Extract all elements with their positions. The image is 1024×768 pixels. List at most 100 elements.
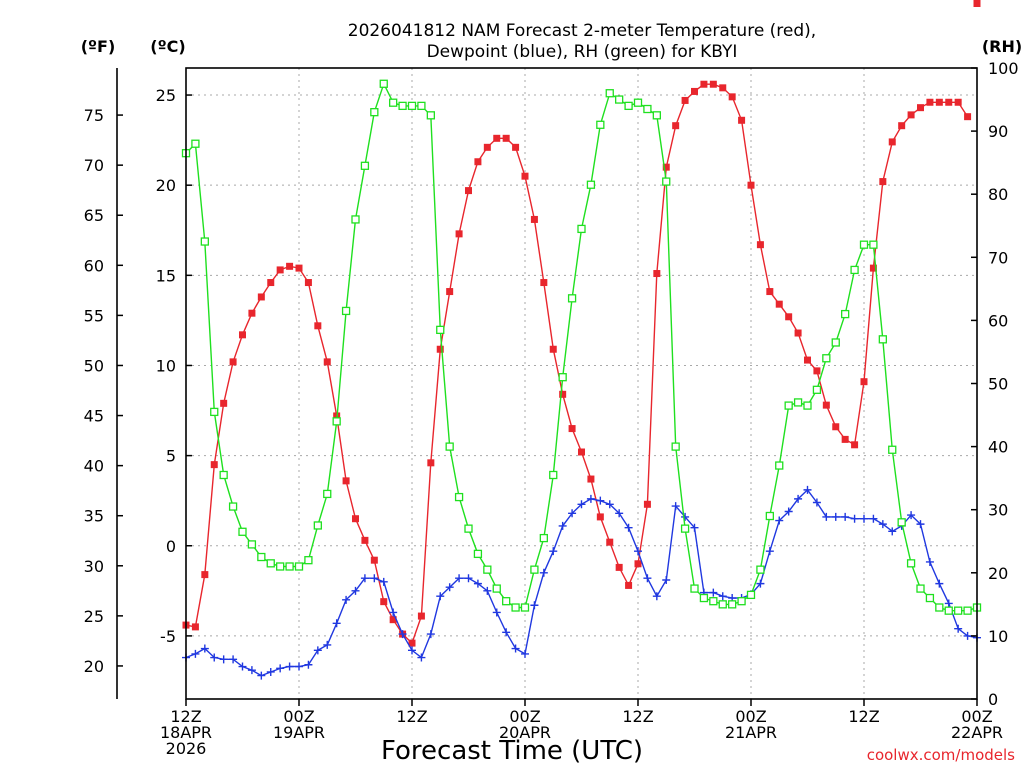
dewpoint-point <box>473 579 482 588</box>
rh-point <box>803 401 812 410</box>
temperature-point <box>408 639 416 647</box>
dewpoint-point <box>323 640 332 649</box>
dewpoint-point <box>671 502 680 511</box>
temperature-point <box>304 279 312 287</box>
rh-point <box>191 139 200 148</box>
rh-point <box>257 552 266 562</box>
dewpoint-point <box>191 649 200 658</box>
temperature-line <box>185 83 969 645</box>
rh-point <box>294 562 304 571</box>
temperature-point <box>342 477 350 485</box>
rh-point <box>709 597 718 606</box>
dewpoint-point <box>351 586 360 595</box>
rh-point <box>285 562 294 571</box>
temperature-point <box>389 616 397 624</box>
dewpoint-point <box>360 574 369 583</box>
rh-point <box>558 373 567 382</box>
temperature-point <box>964 113 972 121</box>
rh-point <box>266 559 275 568</box>
rh-point <box>341 306 351 316</box>
dewpoint-point <box>681 512 690 521</box>
fahrenheit-tick-label: 60 <box>84 256 104 275</box>
temperature-point <box>417 612 425 620</box>
x-tick-label: 12Z <box>396 707 427 726</box>
rh-point <box>596 120 605 129</box>
rh-point <box>643 104 652 114</box>
dewpoint-point <box>784 507 793 516</box>
dewpoint-point <box>916 520 925 529</box>
rh-point <box>502 597 511 606</box>
temperature-point <box>427 459 435 467</box>
rh-point <box>878 335 887 344</box>
rh-point <box>690 584 699 593</box>
rh-tick-label: 30 <box>988 501 1008 520</box>
dewpoint-point <box>285 662 294 671</box>
dewpoint-point <box>577 500 586 509</box>
temperature-point <box>756 241 764 249</box>
temperature-point <box>559 390 567 398</box>
temperature-point <box>615 563 623 571</box>
credit-text: coolwx.com/models <box>867 746 1015 764</box>
rh-unit-label: (RH) <box>982 37 1022 56</box>
temperature-point <box>540 279 548 287</box>
rh-point <box>238 527 247 536</box>
temperature-point <box>860 378 868 386</box>
rh-point <box>671 442 680 451</box>
dewpoint-point <box>596 496 605 505</box>
temperature-point <box>493 134 501 142</box>
rh-point <box>389 98 398 107</box>
temperature-point <box>954 98 962 106</box>
temperature-point <box>869 264 877 272</box>
x-tick-label: 22APR <box>951 723 1003 742</box>
dewpoint-point <box>709 588 718 597</box>
rh-point <box>756 565 765 574</box>
rh-point <box>605 89 614 98</box>
dewpoint-point <box>586 494 595 503</box>
temperature-point <box>530 215 538 223</box>
dewpoint-point <box>775 516 784 525</box>
rh-point <box>567 294 577 303</box>
rh-line <box>185 81 978 612</box>
temperature-point <box>662 163 670 171</box>
dewpoint-point <box>521 649 529 658</box>
rh-point <box>360 161 370 170</box>
temperature-point <box>917 104 924 112</box>
fahrenheit-unit-label: (ºF) <box>81 37 116 56</box>
temperature-point <box>672 122 680 130</box>
rh-point <box>483 565 492 574</box>
dewpoint-point <box>342 595 351 604</box>
temperature-point <box>483 143 491 151</box>
rh-point <box>210 407 219 417</box>
rh-point <box>944 606 953 615</box>
rh-point <box>822 354 831 363</box>
dewpoint-point <box>379 577 388 586</box>
temperature-point <box>813 367 821 375</box>
temperature-point <box>653 270 661 278</box>
rh-point <box>624 101 633 111</box>
celsius-tick-label: 20 <box>156 176 176 195</box>
dewpoint-point <box>539 568 548 577</box>
rh-point <box>906 559 916 568</box>
rh-tick-label: 70 <box>988 248 1008 267</box>
temperature-point <box>380 598 388 606</box>
dewpoint-point <box>417 653 426 662</box>
rh-point <box>426 111 435 120</box>
temperature-point <box>719 84 727 92</box>
temperature-point <box>738 116 746 124</box>
rh-point <box>699 593 709 603</box>
celsius-tick-label: 10 <box>156 356 176 375</box>
rh-point <box>728 600 737 609</box>
rh-point <box>954 606 963 615</box>
fahrenheit-tick-label: 75 <box>84 106 104 125</box>
rh-tick-label: 0 <box>988 690 998 709</box>
rh-point <box>247 540 257 549</box>
rh-point <box>680 524 690 533</box>
dewpoint-point <box>841 512 850 521</box>
dewpoint-point <box>332 619 341 628</box>
rh-point <box>784 401 793 410</box>
dewpoint-point <box>907 511 916 520</box>
celsius-tick-label: -5 <box>160 627 176 646</box>
temperature-point <box>587 475 595 483</box>
